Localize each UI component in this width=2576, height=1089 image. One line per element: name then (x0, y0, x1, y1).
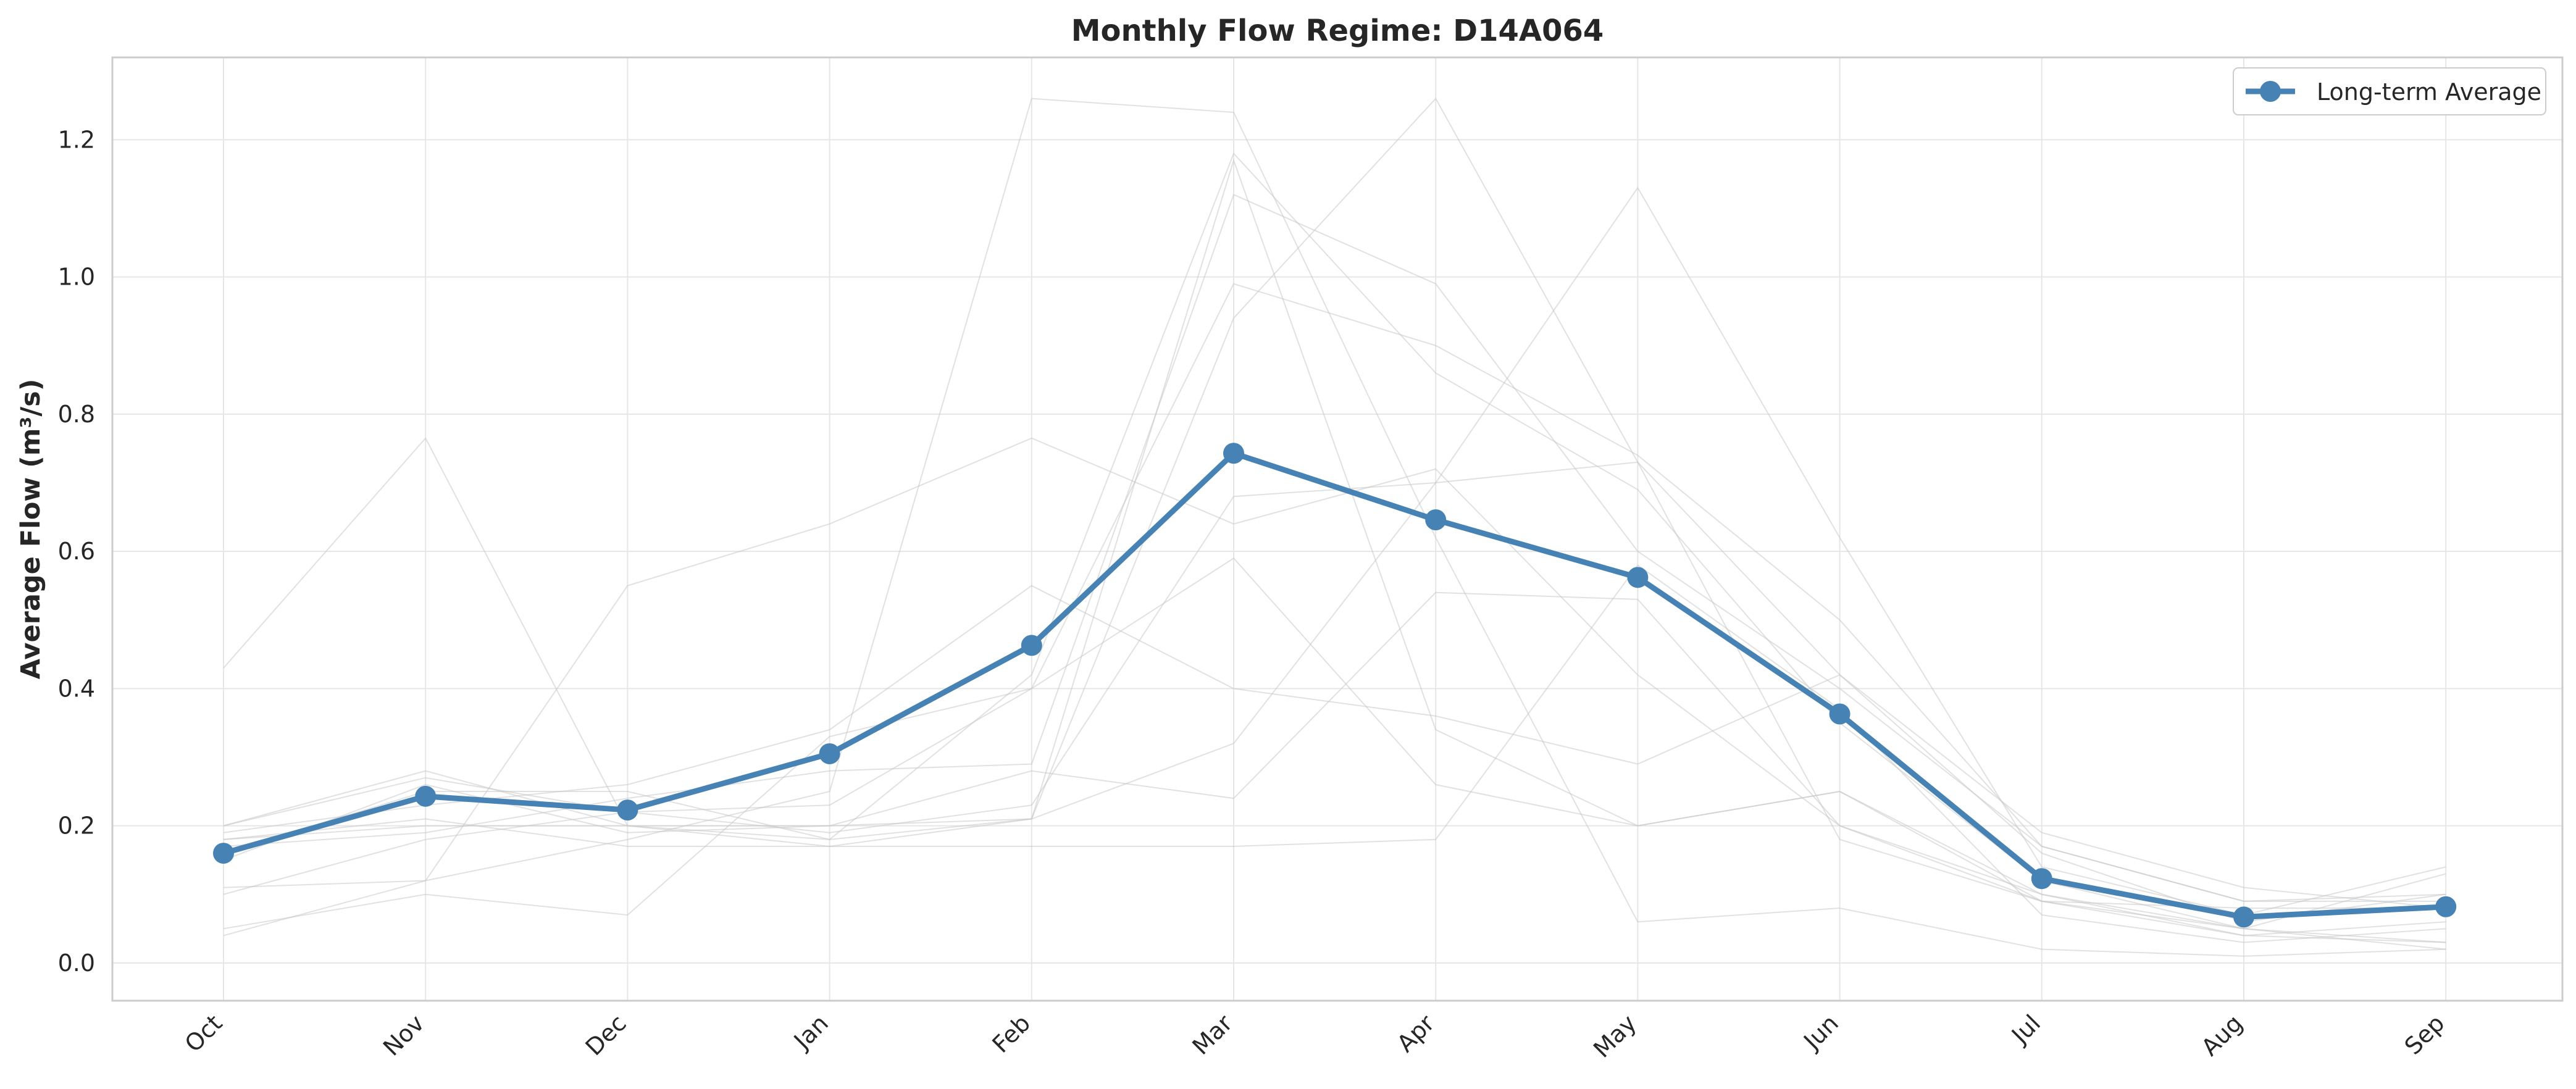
average-flow-point (415, 785, 437, 807)
y-tick-label: 0.2 (58, 812, 95, 840)
yearly-flow-line (223, 436, 2446, 909)
yearly-flow-line (223, 557, 2446, 937)
average-flow-point (819, 743, 840, 764)
y-tick-label: 0.8 (58, 401, 95, 428)
legend-label: Long-term Average (2317, 78, 2541, 106)
legend: Long-term Average (2233, 67, 2546, 115)
grid (112, 57, 2562, 1001)
average-flow-point (1627, 567, 1649, 588)
yearly-flow-line (223, 591, 2446, 950)
y-tick-label: 0.0 (58, 949, 95, 977)
yearly-flow-line (223, 98, 2446, 957)
yearly-flow-line (223, 152, 2446, 930)
average-series-group (213, 443, 2457, 928)
chart-title: Monthly Flow Regime: D14A064 (1071, 14, 1604, 48)
average-flow-point (1425, 509, 1447, 530)
average-flow-point (2031, 868, 2052, 890)
average-flow-point (1829, 703, 1850, 725)
yearly-flow-line (223, 585, 2446, 923)
legend-box (2233, 67, 2546, 115)
y-tick-label: 1.0 (58, 264, 95, 291)
average-flow-point (1021, 635, 1042, 656)
average-flow-point (2233, 906, 2254, 928)
average-flow-point (213, 843, 234, 864)
y-tick-label: 1.2 (58, 126, 95, 153)
y-tick-label: 0.6 (58, 538, 95, 565)
yearly-series-group (223, 97, 2446, 957)
yearly-flow-line (223, 437, 2446, 943)
average-flow-point (2435, 896, 2457, 917)
yearly-flow-line (223, 97, 2446, 909)
y-axis-ticks: 0.0 0.2 0.4 0.6 0.8 1.0 1.2 (58, 126, 95, 977)
yearly-flow-line (223, 564, 2446, 943)
average-flow-point (617, 799, 638, 821)
plot-frame (111, 56, 2564, 1002)
legend-point-marker (2260, 81, 2281, 102)
average-flow-line (220, 450, 2449, 920)
average-flow-point (1223, 443, 1244, 464)
y-tick-label: 0.4 (58, 675, 95, 702)
y-axis-label: Average Flow (m³/s) (15, 379, 46, 680)
yearly-flow-line (223, 193, 2446, 902)
